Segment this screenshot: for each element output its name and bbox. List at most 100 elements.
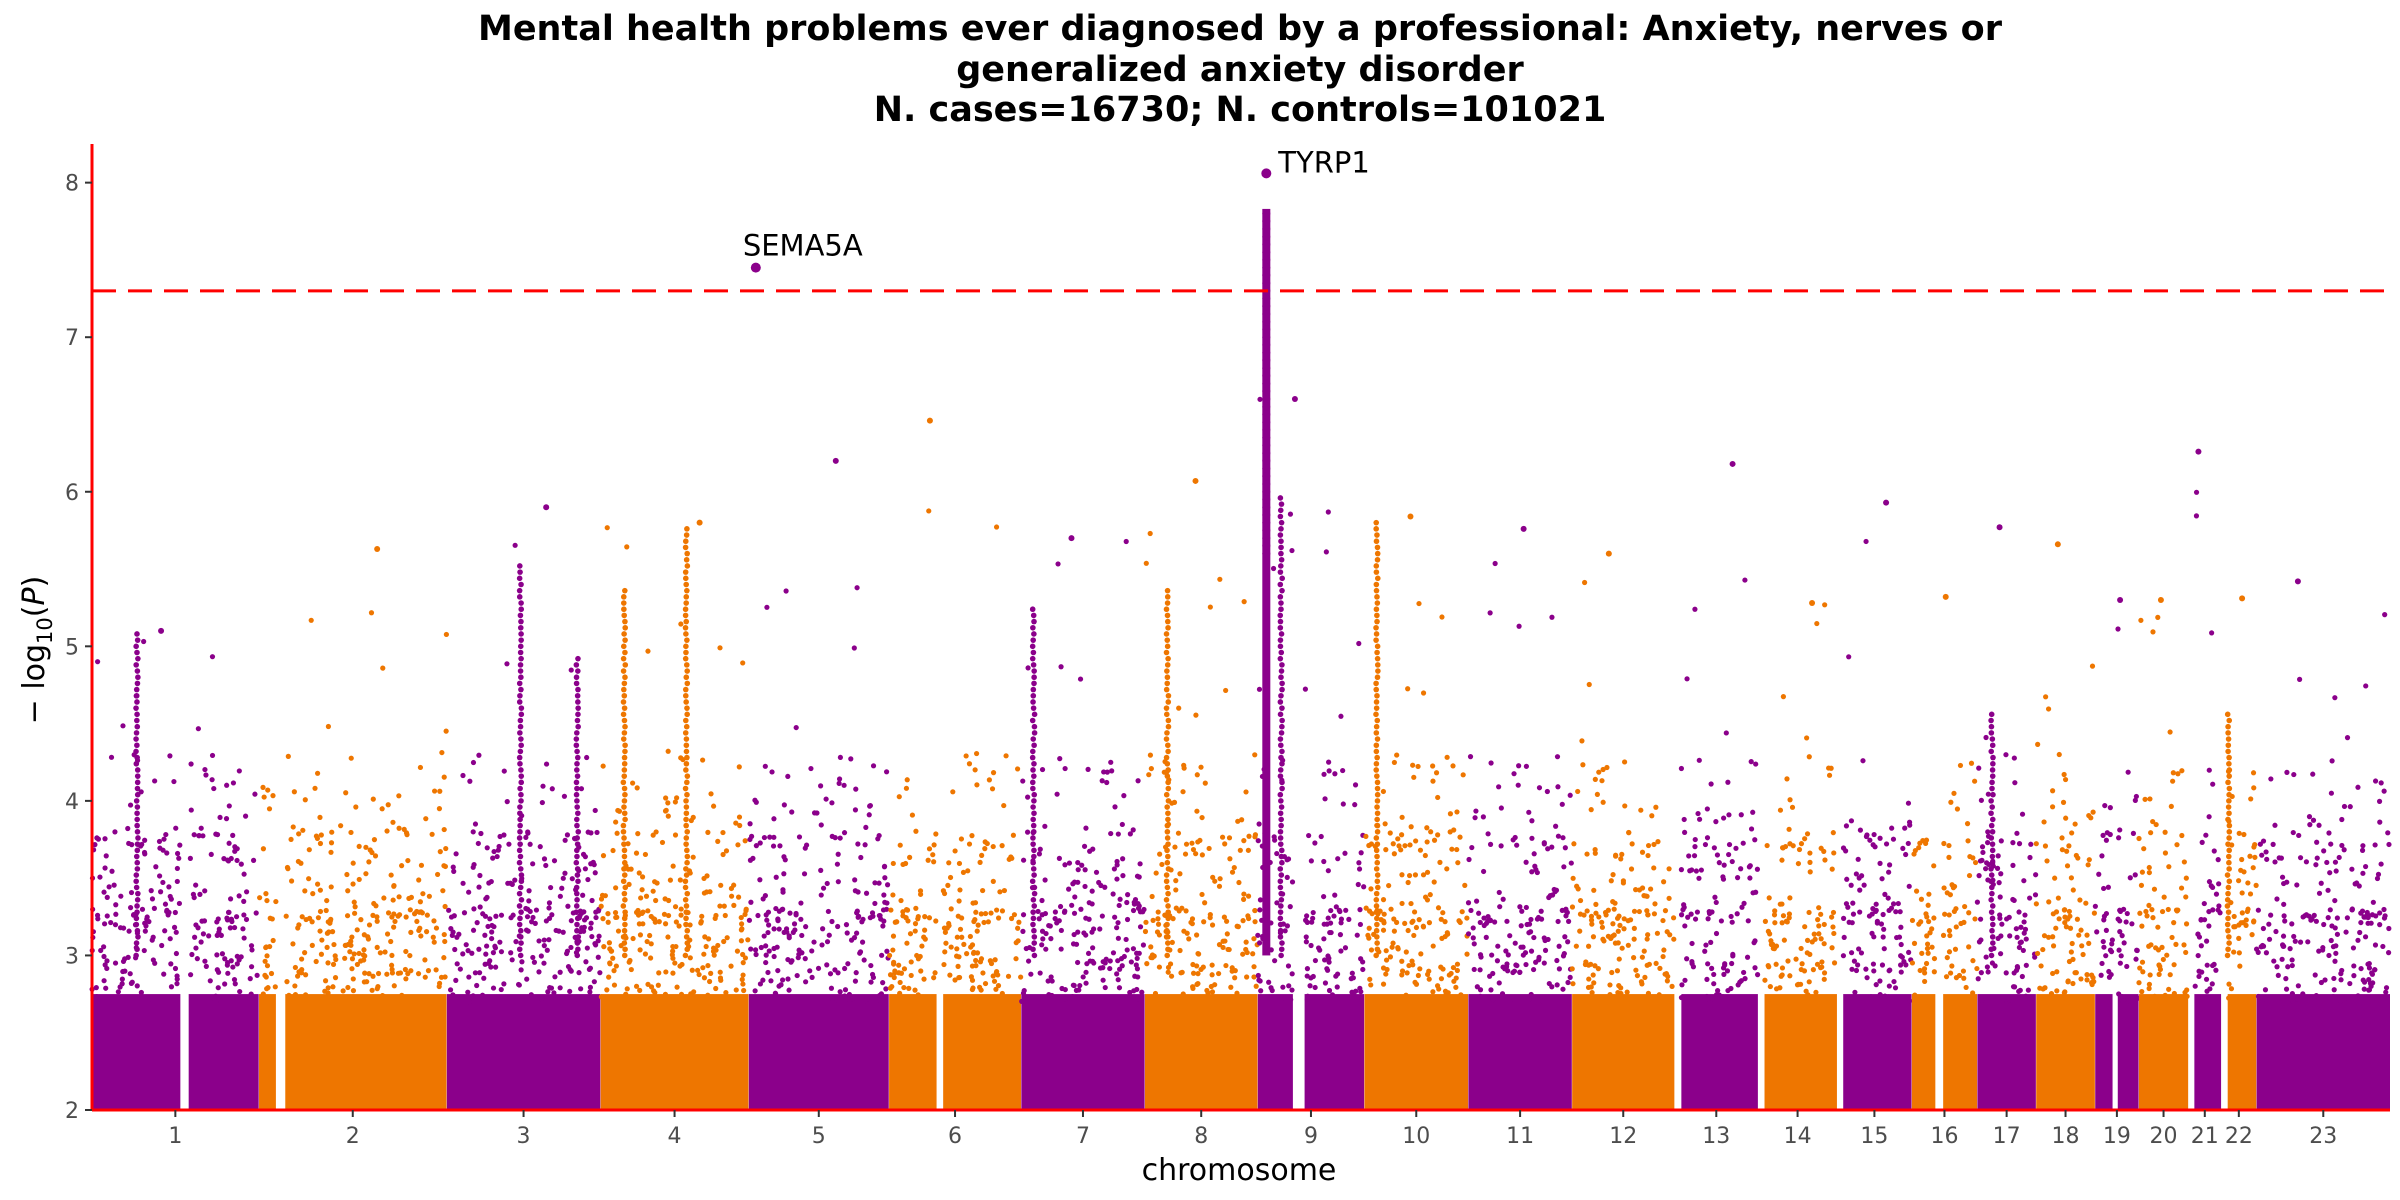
snp-point [517,563,523,569]
snp-point [342,955,348,961]
snp-point [1988,896,1994,903]
snp-point [2236,935,2242,941]
snp-point [620,668,627,674]
snp-point [1877,835,1883,841]
snp-point [1472,815,1478,821]
snp-point [837,754,844,761]
snp-point [1977,916,1984,922]
snp-point [1424,869,1431,875]
snp-point [1893,909,1899,915]
snp-point [1066,886,1072,892]
snp-point [1135,778,1141,784]
x-tick-label: 17 [1993,1124,2021,1149]
snp-point [2049,804,2056,810]
snp-point [1567,974,1573,980]
snp-point [1988,884,1995,891]
snp-point [1125,892,1131,898]
snp-point [1212,982,1218,988]
gene-label-tyrp1: TYRP1 [1277,145,1370,179]
snp-point [1958,920,1964,927]
snp-point [842,993,848,999]
snp-point [109,868,115,874]
snp-point [595,954,601,960]
snp-point [1660,953,1666,960]
snp-point [1688,911,1694,917]
snp-point [1417,847,1424,853]
snp-point [2224,921,2231,928]
snp-point [621,841,627,847]
snp-point [517,748,524,755]
snp-point [1373,896,1380,903]
snp-point [1279,940,1285,946]
snp-point [2336,854,2342,861]
snp-point [1972,916,1978,922]
snp-point [2363,863,2369,870]
snp-point [2050,943,2057,949]
snp-point [1236,879,1242,886]
snp-point [1278,501,1285,507]
snp-point [234,857,240,864]
snp-point [1374,853,1380,860]
snp-point [1596,769,1602,775]
snp-point [1752,965,1758,971]
snp-point [174,865,180,872]
snp-point [824,962,830,968]
snp-point [963,753,969,759]
snp-point [1868,994,1874,1000]
snp-point [325,985,331,991]
snp-point [1056,918,1062,924]
snp-point [296,969,302,975]
snp-point [1030,946,1036,953]
snp-point [588,920,594,926]
snp-point [1332,771,1338,777]
snp-point [325,723,332,730]
snp-point [1115,920,1121,926]
snp-point [1304,996,1310,1003]
snp-point [442,903,448,910]
snp-point [347,949,353,955]
snp-point [1164,587,1171,594]
snp-point [1679,982,1685,988]
snp-point [682,606,689,613]
snp-point [1380,927,1387,933]
snp-point [211,785,217,792]
snp-point [573,791,580,798]
snp-point [824,939,831,945]
snp-point [544,947,550,953]
snp-point [1726,812,1732,818]
snp-point [328,884,334,890]
snp-point [1289,879,1296,885]
snp-point [622,742,628,749]
snp-point [267,943,273,950]
snp-point [1209,972,1215,978]
snp-point [2067,997,2073,1003]
snp-point [1207,604,1213,610]
snp-point [1633,887,1639,893]
snp-point [818,822,824,828]
snp-point [482,932,488,938]
snp-point [374,986,380,992]
dense-band [1843,994,1912,1110]
snp-point [2004,916,2010,922]
snp-point [1725,987,1731,994]
snp-point [621,915,628,922]
snp-point [2150,629,2156,635]
snp-point [858,854,864,861]
snp-point [1496,980,1502,986]
snp-point [525,829,531,835]
snp-point [2224,952,2231,959]
snp-point [1586,976,1592,982]
snp-point [1114,858,1120,865]
snp-point [956,898,962,904]
snp-point [1147,530,1153,537]
snp-point [1135,996,1141,1002]
snp-point [489,922,495,929]
snp-point [1085,950,1092,957]
snp-point [1165,798,1172,804]
snp-point [541,943,547,949]
snp-point [1551,886,1557,893]
snp-point [1975,976,1981,982]
snp-point [1917,967,1923,974]
snp-point [1104,779,1110,786]
snp-point [1639,849,1646,855]
